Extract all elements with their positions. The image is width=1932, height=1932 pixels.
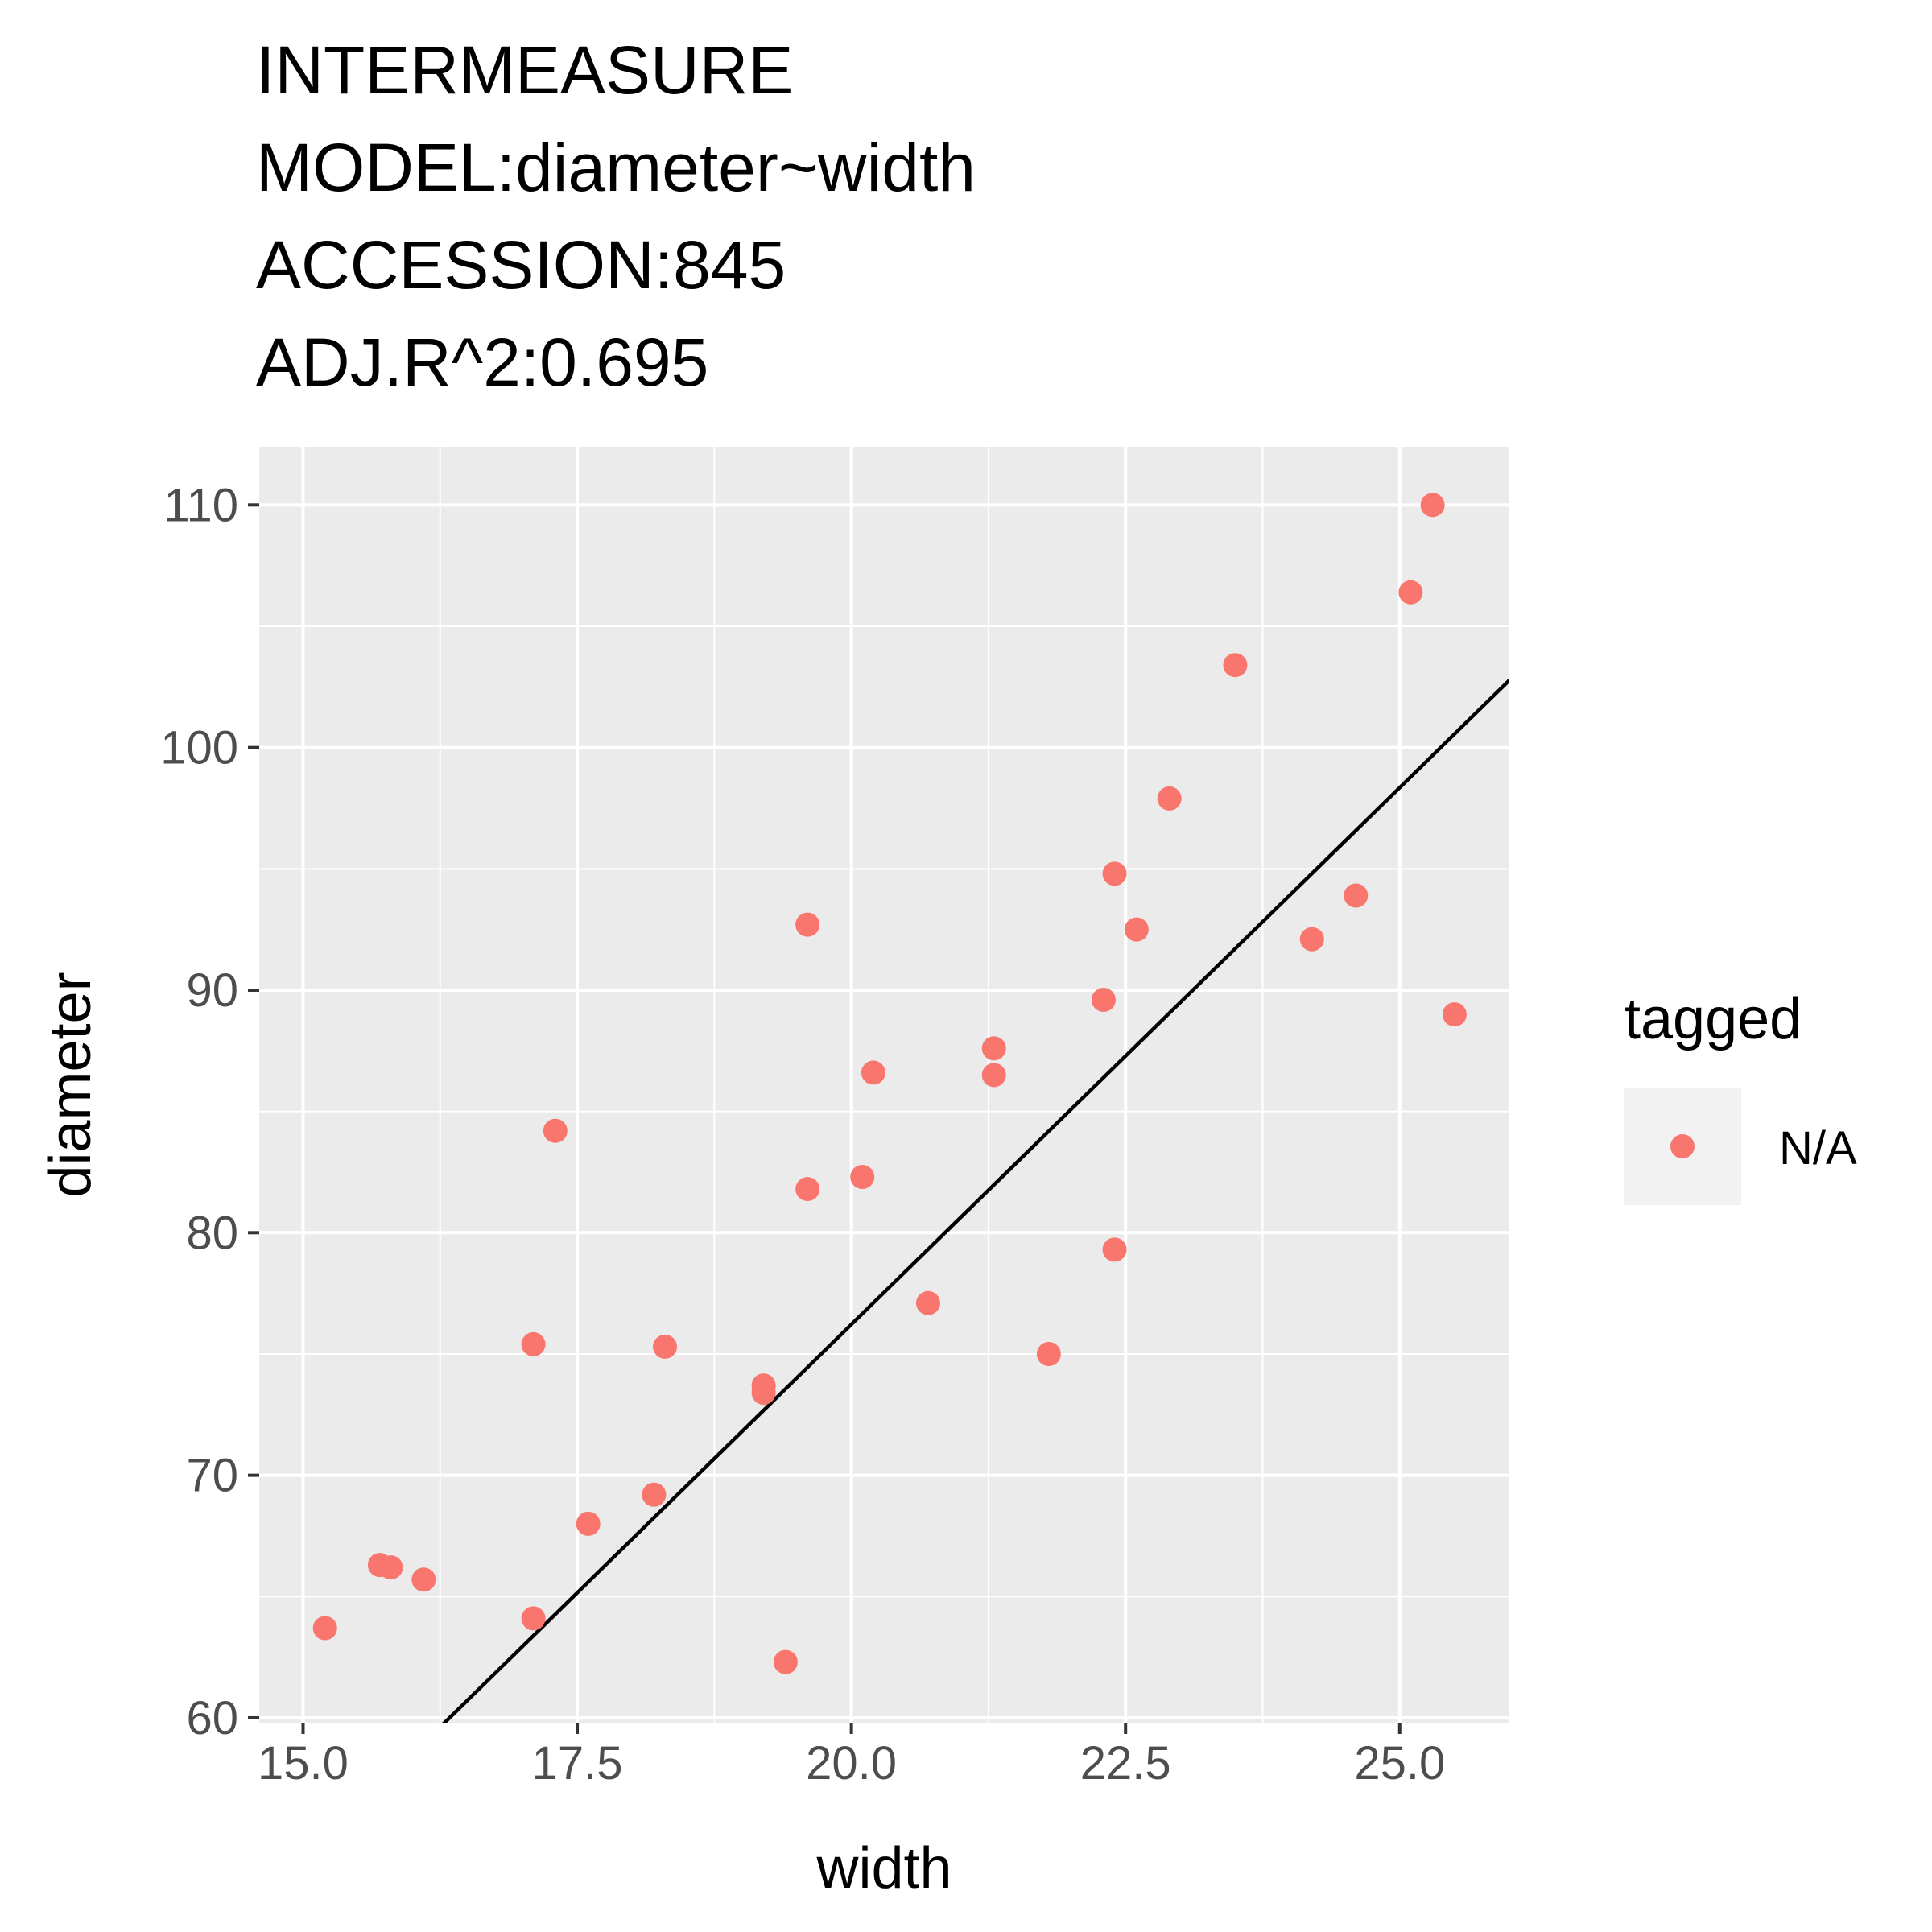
data-point (1102, 861, 1127, 886)
legend-title: tagged (1624, 987, 1802, 1051)
x-tick-label: 15.0 (258, 1737, 349, 1790)
data-point (915, 1290, 940, 1315)
chart-title-line: MODEL:diameter~width (256, 130, 976, 205)
chart-title-line: ACCESSION:845 (256, 227, 786, 303)
x-tick-label: 17.5 (532, 1737, 623, 1790)
chart-title: INTERMEASURE MODEL:diameter~width ACCESSIO… (256, 32, 976, 400)
data-point (312, 1616, 337, 1641)
x-tick-label: 25.0 (1354, 1737, 1445, 1790)
chart-title-line: ADJ.R^2:0.695 (256, 324, 708, 400)
data-point (521, 1606, 546, 1631)
data-point (642, 1482, 667, 1507)
y-tick-label: 110 (164, 479, 238, 531)
data-point (795, 1177, 820, 1202)
y-tick-label: 90 (186, 964, 238, 1017)
y-tick-label: 60 (186, 1692, 238, 1744)
data-point (1344, 883, 1368, 908)
legend-key-point (1670, 1134, 1695, 1158)
data-point (1091, 988, 1116, 1013)
data-point (543, 1118, 568, 1143)
data-point (773, 1649, 798, 1674)
data-point (1398, 580, 1423, 605)
data-point (1299, 927, 1324, 952)
data-point (981, 1036, 1006, 1061)
y-axis-label: diameter (39, 972, 103, 1197)
fit-line-group (442, 679, 1509, 1723)
legend-entry-label: N/A (1779, 1122, 1857, 1174)
x-tick-label: 22.5 (1080, 1737, 1171, 1790)
grid-major (259, 447, 1509, 1723)
plot-panel (259, 447, 1509, 1723)
data-points (312, 493, 1467, 1674)
data-point (576, 1511, 601, 1536)
y-tick-label: 70 (186, 1450, 238, 1502)
data-point (411, 1567, 436, 1592)
x-tick-label: 20.0 (806, 1737, 897, 1790)
x-axis: 15.0 17.5 20.0 22.5 25.0 (258, 1723, 1445, 1790)
data-point (1036, 1341, 1061, 1366)
data-point (521, 1331, 546, 1356)
y-tick-label: 80 (186, 1207, 238, 1259)
data-point (1102, 1237, 1127, 1262)
data-point (1157, 786, 1182, 811)
data-point (1442, 1002, 1467, 1027)
data-point (795, 912, 820, 937)
y-axis: 60 70 80 90 100 110 (160, 479, 259, 1744)
data-point (1124, 917, 1149, 942)
data-point (653, 1334, 678, 1359)
chart-title-line: INTERMEASURE (256, 32, 793, 108)
data-point (850, 1165, 875, 1190)
data-point (751, 1381, 776, 1406)
data-point (861, 1060, 886, 1085)
y-tick-label: 100 (160, 722, 238, 774)
grid-minor (259, 447, 1509, 1723)
legend: tagged N/A (1624, 987, 1857, 1205)
data-point (378, 1555, 403, 1580)
data-point (981, 1063, 1006, 1088)
data-point (1420, 493, 1445, 518)
x-axis-label: width (815, 1836, 952, 1901)
data-point (1223, 653, 1248, 678)
regression-line (442, 679, 1509, 1723)
